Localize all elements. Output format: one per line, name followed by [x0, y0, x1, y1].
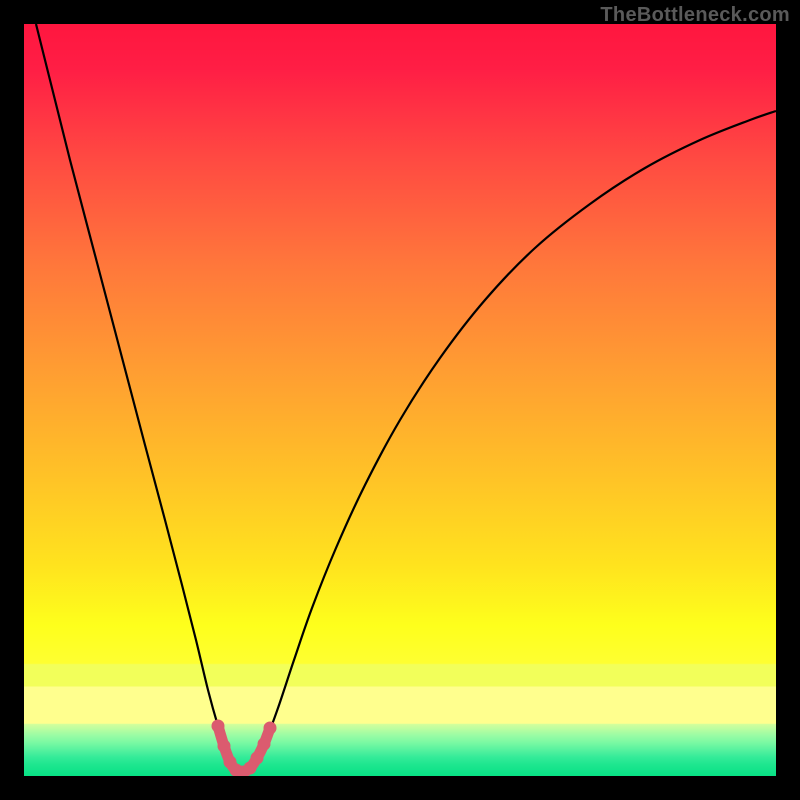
highlight-marker	[258, 738, 271, 751]
chart-background	[24, 24, 776, 776]
highlight-marker	[218, 740, 231, 753]
highlight-marker	[264, 722, 277, 735]
chart-container: TheBottleneck.com	[0, 0, 800, 800]
highlight-marker	[212, 720, 225, 733]
highlight-marker	[251, 752, 264, 765]
chart-svg	[0, 0, 800, 800]
watermark-text: TheBottleneck.com	[600, 4, 790, 27]
